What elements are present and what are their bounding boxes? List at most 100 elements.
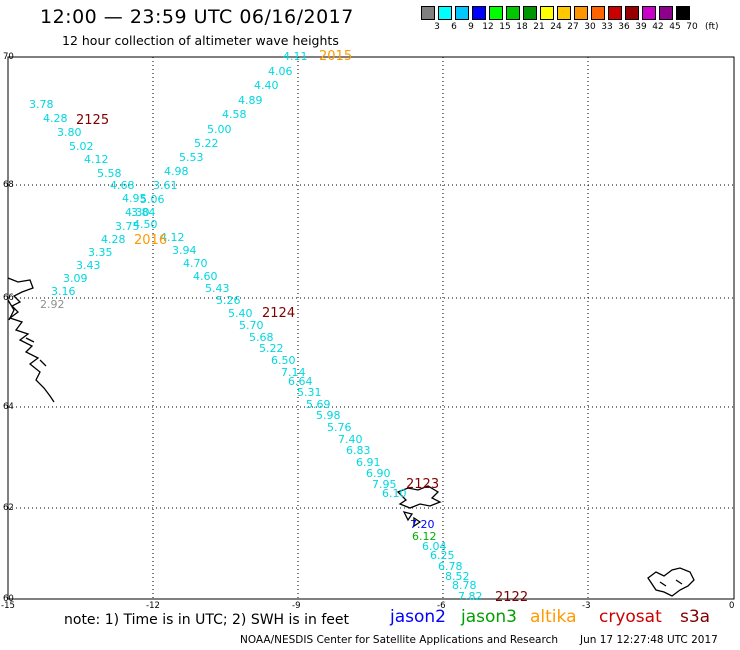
iceland-coastline-inner bbox=[7, 299, 47, 367]
swh-label: 4.12 bbox=[160, 231, 185, 244]
scale-label: 21 bbox=[533, 22, 545, 32]
swh-label: 6.83 bbox=[346, 444, 371, 457]
scale-swatch bbox=[591, 6, 605, 20]
swh-label: 3.43 bbox=[76, 259, 101, 272]
swh-label: 7.14 bbox=[281, 366, 306, 379]
swh-label: 6.12 bbox=[412, 530, 437, 543]
track-a-labels: 4.11 4.06 4.40 4.89 4.58 5.00 5.22 5.53 … bbox=[40, 50, 308, 311]
swh-label: 5.58 bbox=[97, 167, 122, 180]
swh-label: 5.69 bbox=[306, 398, 331, 411]
swh-label: 5.68 bbox=[249, 331, 274, 344]
scale-label: 39 bbox=[635, 22, 647, 32]
swh-label: 4.50 bbox=[133, 218, 158, 231]
scale-swatch bbox=[506, 6, 520, 20]
swh-label: 5.98 bbox=[316, 409, 341, 422]
swh-label: 8.52 bbox=[445, 570, 470, 583]
swh-label: 6.25 bbox=[430, 549, 455, 562]
scale-label: 24 bbox=[550, 22, 562, 32]
swh-label: 6.78 bbox=[438, 560, 463, 573]
swh-label: 2.92 bbox=[40, 298, 65, 311]
scale-swatch bbox=[642, 6, 656, 20]
scale-label: 15 bbox=[499, 22, 511, 32]
swh-label: 5.26 bbox=[216, 294, 241, 307]
legend-cryosat: cryosat bbox=[599, 607, 662, 627]
iceland-coastline bbox=[7, 277, 55, 403]
swh-label: 7.40 bbox=[338, 433, 363, 446]
swh-label: 5.43 bbox=[205, 282, 230, 295]
swh-label: 3.78 bbox=[29, 98, 54, 111]
time-label: 2123 bbox=[406, 477, 439, 492]
swh-label: 6.50 bbox=[271, 354, 296, 367]
swh-label: 5.02 bbox=[69, 140, 94, 153]
swh-label: 4.30 bbox=[125, 206, 150, 219]
footer-note: note: 1) Time is in UTC; 2) SWH is in fe… bbox=[64, 612, 350, 628]
scale-label: 33 bbox=[601, 22, 613, 32]
swh-label: 5.40 bbox=[228, 307, 253, 320]
legend-s3a: s3a bbox=[680, 607, 711, 627]
time-label: 2016 bbox=[134, 233, 167, 248]
swh-label: 4.11 bbox=[283, 50, 308, 63]
legend-altika: altika bbox=[530, 607, 577, 627]
swh-label: 6.10 bbox=[382, 487, 407, 500]
swh-label: 4.89 bbox=[238, 94, 263, 107]
scale-swatch bbox=[608, 6, 622, 20]
swh-label: 4.68 bbox=[110, 179, 135, 192]
swh-label: 3.16 bbox=[51, 285, 76, 298]
swh-label: 3.94 bbox=[172, 244, 197, 257]
swh-label: 3.84 bbox=[131, 206, 156, 219]
lat-label-66: 66 bbox=[3, 293, 14, 303]
swh-label: 4.98 bbox=[164, 165, 189, 178]
lat-label-64: 64 bbox=[3, 402, 14, 412]
swh-label: 5.76 bbox=[327, 421, 352, 434]
swh-label: 6.91 bbox=[356, 456, 381, 469]
coastlines bbox=[7, 277, 695, 597]
scale-label: 30 bbox=[584, 22, 596, 32]
scale-swatch bbox=[472, 6, 486, 20]
swh-label: 4.70 bbox=[183, 257, 208, 270]
map-frame bbox=[7, 56, 735, 600]
swh-label: 3.35 bbox=[88, 246, 113, 259]
scale-swatch bbox=[625, 6, 639, 20]
swh-label: 5.22 bbox=[259, 342, 284, 355]
legend-jason3: jason3 bbox=[461, 607, 517, 627]
swh-label: 3.80 bbox=[57, 126, 82, 139]
swh-label: 7.82 bbox=[458, 590, 483, 603]
swh-label: 4.28 bbox=[43, 112, 68, 125]
swh-label: 4.06 bbox=[268, 65, 293, 78]
faroe-islands bbox=[396, 485, 442, 528]
swh-label: 6.90 bbox=[366, 467, 391, 480]
swh-label: 3.61 bbox=[153, 179, 178, 192]
swh-label: 7.20 bbox=[410, 518, 435, 531]
lon-label-minus6: -6 bbox=[437, 601, 446, 611]
lat-label-68: 68 bbox=[3, 180, 14, 190]
swh-label: 5.00 bbox=[207, 123, 232, 136]
scale-label: 36 bbox=[618, 22, 630, 32]
time-label: 2125 bbox=[76, 113, 109, 128]
swh-label: 4.60 bbox=[193, 270, 218, 283]
scale-swatch bbox=[574, 6, 588, 20]
swh-label: 8.78 bbox=[452, 579, 477, 592]
scale-label: 70 bbox=[686, 22, 698, 32]
swh-label: 5.06 bbox=[140, 193, 165, 206]
swh-label: 6.04 bbox=[422, 540, 447, 553]
scale-swatch bbox=[676, 6, 690, 20]
lon-label-minus15: -15 bbox=[1, 601, 15, 611]
swh-label: 4.40 bbox=[254, 79, 279, 92]
scale-swatch bbox=[540, 6, 554, 20]
swh-label: 5.53 bbox=[179, 151, 204, 164]
scale-unit: (ft) bbox=[705, 22, 719, 32]
scale-swatch bbox=[421, 6, 435, 20]
track-b-labels: 3.78 4.28 3.80 5.02 4.12 5.58 4.68 4.95 … bbox=[29, 98, 483, 603]
swh-label: 4.12 bbox=[84, 153, 109, 166]
scale-label: 6 bbox=[451, 22, 457, 32]
swh-label: 3.09 bbox=[63, 272, 88, 285]
swh-label: 4.95 bbox=[122, 192, 147, 205]
lat-label-60: 60 bbox=[3, 594, 14, 604]
lat-label-62: 62 bbox=[3, 503, 14, 513]
swh-label: 5.31 bbox=[297, 386, 322, 399]
time-label: 2015 bbox=[319, 49, 352, 64]
swh-label: 5.22 bbox=[194, 137, 219, 150]
scale-label: 9 bbox=[468, 22, 474, 32]
